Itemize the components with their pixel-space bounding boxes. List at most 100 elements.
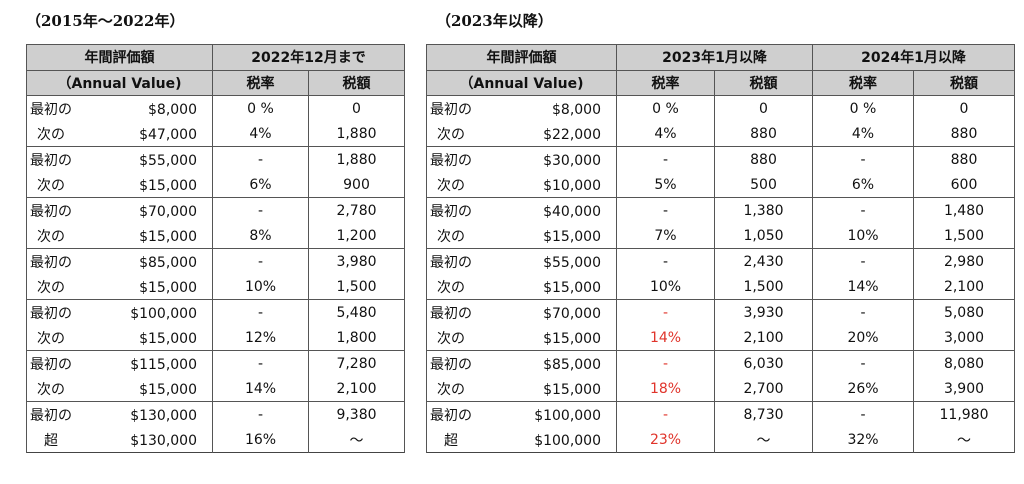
rate-2024-cell: 14% [812,274,914,300]
tax-cell: 2,100 [307,376,406,402]
rate-2024-cell: 0 % [812,95,914,121]
table-row: 最初の $8,000 0 % 0 [26,95,406,121]
rate-cell: 16% [212,427,309,453]
tier-amount: $8,000 [552,101,601,118]
rate-2023-cell: - [616,401,715,427]
tax-2023-cell: 1,500 [714,274,813,300]
tax-2023-cell: 〜 [714,427,813,453]
tax-2024-cell: 600 [913,172,1015,198]
annual-value-subheader: （Annual Value) [426,69,617,96]
tier-prefix: 次の [437,177,465,194]
tax-cell: 1,800 [307,325,406,351]
tier-prefix: 次の [37,279,65,296]
tax-2024-cell: 1,480 [913,197,1015,223]
tier-prefix: 最初の [30,356,72,373]
table-row: 次の $15,000 14% 2,100 [26,376,406,402]
tax-2023-cell: 500 [714,172,813,198]
rate-cell: 0 % [212,95,309,121]
rate-cell: - [212,248,309,274]
tax-2023-cell: 8,730 [714,401,813,427]
tier-amount: $15,000 [139,177,197,194]
tier-amount: $30,000 [543,152,601,169]
tax-cell: 〜 [307,427,406,453]
rate-cell: - [212,197,309,223]
annual-value-cell: 最初の $100,000 [426,401,617,427]
tier-amount: $15,000 [139,279,197,296]
tax-2023-cell: 880 [714,146,813,172]
tier-prefix: 最初の [30,101,72,118]
tier-prefix: 次の [37,228,65,245]
tax-2024-cell: 5,080 [913,299,1015,325]
rate-cell: 8% [212,223,309,249]
annual-value-cell: 最初の $55,000 [426,248,617,274]
tier-prefix: 超 [44,432,58,449]
annual-value-header: 年間評価額 [26,44,213,71]
rate-2023-cell: - [616,299,715,325]
rate-2023-cell: 18% [616,376,715,402]
rate-2023-cell: - [616,146,715,172]
table-row: 次の $15,000 8% 1,200 [26,223,406,249]
left-section-title: （2015年〜2022年） [26,12,185,30]
rate-cell: - [212,350,309,376]
table-row: 次の $15,000 7% 1,050 10% 1,500 [426,223,1015,249]
tier-prefix: 次の [37,126,65,143]
annual-value-cell: 次の $15,000 [26,325,213,351]
rate-2023-cell: - [616,197,715,223]
tier-prefix: 次の [37,177,65,194]
rate-header: 税率 [212,69,309,96]
tax-2023-cell: 2,100 [714,325,813,351]
annual-value-cell: 次の $15,000 [26,376,213,402]
table-row: 次の $15,000 18% 2,700 26% 3,900 [426,376,1015,402]
rate-2024-cell: - [812,401,914,427]
tax-cell: 900 [307,172,406,198]
tier-amount: $8,000 [148,101,197,118]
rate-2024-cell: 20% [812,325,914,351]
rate-2023-cell: 14% [616,325,715,351]
tax-2023-cell: 1,380 [714,197,813,223]
tax-cell: 5,480 [307,299,406,325]
annual-value-cell: 最初の $100,000 [26,299,213,325]
tax-cell: 9,380 [307,401,406,427]
tier-amount: $47,000 [139,126,197,143]
tier-prefix: 最初の [430,305,472,322]
tier-amount: $55,000 [543,254,601,271]
tier-amount: $15,000 [543,228,601,245]
rate-2023-cell: 10% [616,274,715,300]
tier-amount: $10,000 [543,177,601,194]
tax-cell: 1,500 [307,274,406,300]
table-row: 最初の $8,000 0 % 0 0 % 0 [426,95,1015,121]
tax-2024-cell: 2,980 [913,248,1015,274]
annual-value-cell: 次の $22,000 [426,121,617,147]
annual-value-cell: 次の $15,000 [426,223,617,249]
annual-value-cell: 最初の $55,000 [26,146,213,172]
tax-2023-cell: 6,030 [714,350,813,376]
rate-2023-cell: 5% [616,172,715,198]
tier-prefix: 最初の [430,407,472,424]
tier-amount: $70,000 [543,305,601,322]
tier-prefix: 次の [437,330,465,347]
rate-2024-cell: - [812,350,914,376]
annual-value-cell: 最初の $30,000 [426,146,617,172]
rate-2023-cell: - [616,248,715,274]
right-table-body: 最初の $8,000 0 % 0 0 % 0 次の $22,000 4% 880 4% 880 最初の $… [426,95,1015,453]
tier-amount: $15,000 [543,330,601,347]
rate-cell: 14% [212,376,309,402]
rate-cell: 4% [212,121,309,147]
annual-value-cell: 最初の $115,000 [26,350,213,376]
right-section-title: （2023年以降） [436,12,553,30]
rate-2024-cell: - [812,197,914,223]
annual-value-cell: 次の $15,000 [426,274,617,300]
rate-2023-cell: 0 % [616,95,715,121]
right-tax-table: 年間評価額 2023年1月以降 2024年1月以降 （Annual Value)… [426,44,1015,453]
annual-value-cell: 最初の $130,000 [26,401,213,427]
annual-value-cell: 最初の $8,000 [426,95,617,121]
tier-prefix: 次の [437,279,465,296]
table-row: 最初の $100,000-5,480 [26,299,406,325]
tier-prefix: 次の [437,381,465,398]
tax-cell: 1,880 [307,146,406,172]
tier-amount: $55,000 [139,152,197,169]
tier-amount: $15,000 [543,279,601,296]
tax-cell: 2,780 [307,197,406,223]
table-row: 最初の $30,000-880-880 [426,146,1015,172]
tier-prefix: 最初の [30,254,72,271]
